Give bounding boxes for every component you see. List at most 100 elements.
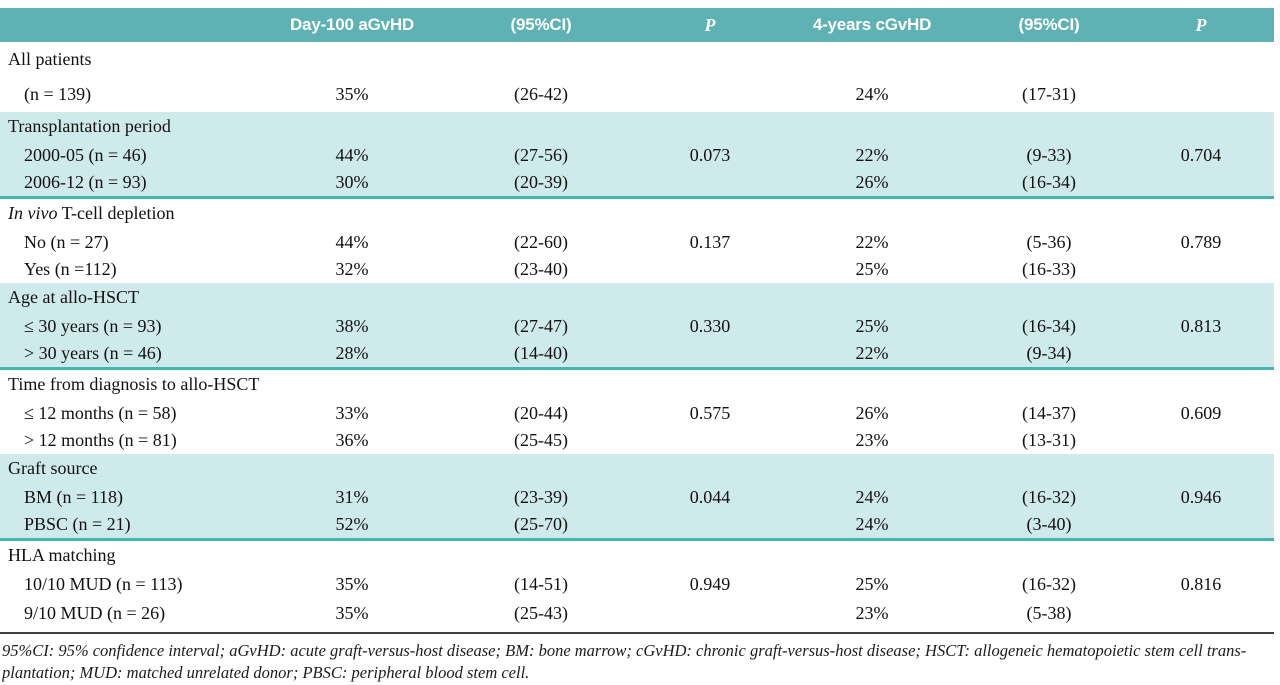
value-cell: 35%: [335, 573, 369, 594]
value-cell: (5-38): [1026, 602, 1072, 623]
row-label-cell: PBSC (n = 21): [24, 513, 131, 534]
table-header-row: Day-100 aGvHD (95%CI) P 4-years cGvHD (9…: [0, 8, 1274, 42]
value-cell: 25%: [855, 315, 889, 336]
data-row: No (n = 27) 44% (22-60) 0.137 22% (5-36) 0.789: [0, 229, 1274, 256]
header-cell-p-cgvhd: P: [1128, 8, 1274, 42]
section-label-row: HLA matching: [0, 540, 1274, 571]
header-cell-rowlabel: [0, 8, 268, 42]
value-cell: 0.816: [1180, 573, 1222, 594]
value-cell: 26%: [855, 402, 889, 423]
value-cell: [1128, 599, 1274, 628]
value-cell: 0.073: [689, 144, 731, 165]
footnote-line-1: 95%CI: 95% confidence interval; aGvHD: a…: [2, 641, 1247, 660]
row-label-cell: BM (n = 118): [24, 486, 123, 507]
value-cell: [1128, 340, 1274, 369]
value-cell: 23%: [855, 602, 889, 623]
value-cell: (3-40): [1026, 513, 1072, 534]
value-cell: (22-60): [514, 231, 568, 252]
value-cell: (14-37): [1022, 402, 1076, 423]
value-cell: 0.946: [1180, 486, 1222, 507]
footnote-line-2: plantation; MUD: matched unrelated donor…: [2, 663, 530, 683]
value-cell: (27-56): [514, 144, 568, 165]
value-cell: 0.137: [689, 231, 731, 252]
value-cell: (9-33): [1026, 144, 1072, 165]
table-header: Day-100 aGvHD (95%CI) P 4-years cGvHD (9…: [0, 8, 1274, 42]
value-cell: [1128, 77, 1274, 112]
value-cell: 32%: [335, 258, 369, 279]
section-label: In vivo T-cell depletion: [8, 203, 175, 224]
section-graft-source: Graft source BM (n = 118) 31% (23-39) 0.044 2…: [0, 454, 1274, 540]
value-cell: 0.044: [689, 486, 731, 507]
value-cell: 25%: [855, 258, 889, 279]
gvhd-outcomes-table: Day-100 aGvHD (95%CI) P 4-years cGvHD (9…: [0, 8, 1274, 628]
value-cell: 30%: [335, 171, 369, 192]
row-label-cell: > 30 years (n = 46): [24, 342, 162, 363]
section-label: Graft source: [8, 458, 98, 479]
value-cell: (23-40): [514, 258, 568, 279]
value-cell: [646, 599, 774, 628]
value-cell: (16-32): [1022, 486, 1076, 507]
value-cell: 23%: [855, 429, 889, 450]
value-cell: (14-51): [514, 573, 568, 594]
section-label-row: In vivo T-cell depletion: [0, 198, 1274, 230]
section-label: Time from diagnosis to allo-HSCT: [8, 374, 260, 395]
section-label: All patients: [8, 48, 92, 69]
value-cell: 35%: [335, 83, 369, 104]
value-cell: (20-44): [514, 402, 568, 423]
data-row: PBSC (n = 21) 52% (25-70) 24% (3-40): [0, 511, 1274, 540]
row-label-cell: No (n = 27): [24, 231, 109, 252]
data-row: > 12 months (n = 81) 36% (25-45) 23% (13-31): [0, 427, 1274, 454]
value-cell: 44%: [335, 231, 369, 252]
section-label-row: Graft source: [0, 454, 1274, 484]
value-cell: (14-40): [514, 342, 568, 363]
value-cell: 0.575: [689, 402, 731, 423]
section-label-row: Transplantation period: [0, 112, 1274, 142]
value-cell: (5-36): [1026, 231, 1072, 252]
value-cell: (16-34): [1022, 315, 1076, 336]
header-cell-p-agvhd: P: [646, 8, 774, 42]
row-label-cell: 2000-05 (n = 46): [24, 144, 147, 165]
data-row: 10/10 MUD (n = 113) 35% (14-51) 0.949 25% (16…: [0, 570, 1274, 599]
value-cell: (17-31): [1022, 83, 1076, 104]
value-cell: 28%: [335, 342, 369, 363]
value-cell: [1128, 511, 1274, 540]
data-row: 9/10 MUD (n = 26) 35% (25-43) 23% (5-38): [0, 599, 1274, 628]
row-label-cell: 10/10 MUD (n = 113): [24, 573, 183, 594]
value-cell: 31%: [335, 486, 369, 507]
value-cell: 22%: [855, 144, 889, 165]
section-time-from-diagnosis-to-allo-hsct: Time from diagnosis to allo-HSCT ≤ 12 mon…: [0, 369, 1274, 455]
section-label-row: Age at allo-HSCT: [0, 283, 1274, 313]
value-cell: 33%: [335, 402, 369, 423]
value-cell: (20-39): [514, 171, 568, 192]
value-cell: (16-32): [1022, 573, 1076, 594]
section-age-at-allo-hsct: Age at allo-HSCT ≤ 30 years (n = 93) 38% (2…: [0, 283, 1274, 369]
value-cell: 0.330: [689, 315, 731, 336]
section-label: HLA matching: [8, 544, 116, 565]
data-row: Yes (n =112) 32% (23-40) 25% (16-33): [0, 256, 1274, 283]
value-cell: 22%: [855, 342, 889, 363]
value-cell: 24%: [855, 83, 889, 104]
header-cell-cgvhd-ci: (95%CI): [970, 8, 1128, 42]
row-label-cell: (n = 139): [24, 83, 92, 104]
value-cell: 0.949: [689, 573, 731, 594]
value-cell: [1128, 169, 1274, 198]
value-cell: 0.609: [1180, 402, 1222, 423]
header-cell-agvhd-ci: (95%CI): [436, 8, 646, 42]
value-cell: 24%: [855, 486, 889, 507]
data-row: BM (n = 118) 31% (23-39) 0.044 24% (16-32) 0.9…: [0, 484, 1274, 511]
value-cell: (16-33): [1022, 258, 1076, 279]
value-cell: 0.813: [1180, 315, 1222, 336]
value-cell: 25%: [855, 573, 889, 594]
section-label: Transplantation period: [8, 116, 171, 137]
value-cell: [646, 340, 774, 369]
value-cell: (16-34): [1022, 171, 1076, 192]
value-cell: (9-34): [1026, 342, 1072, 363]
value-cell: (25-70): [514, 513, 568, 534]
data-row: 2006-12 (n = 93) 30% (20-39) 26% (16-34): [0, 169, 1274, 198]
row-label-cell: ≤ 12 months (n = 58): [24, 402, 177, 423]
value-cell: 24%: [855, 513, 889, 534]
value-cell: [646, 169, 774, 198]
value-cell: [646, 427, 774, 454]
value-cell: 0.789: [1180, 231, 1222, 252]
